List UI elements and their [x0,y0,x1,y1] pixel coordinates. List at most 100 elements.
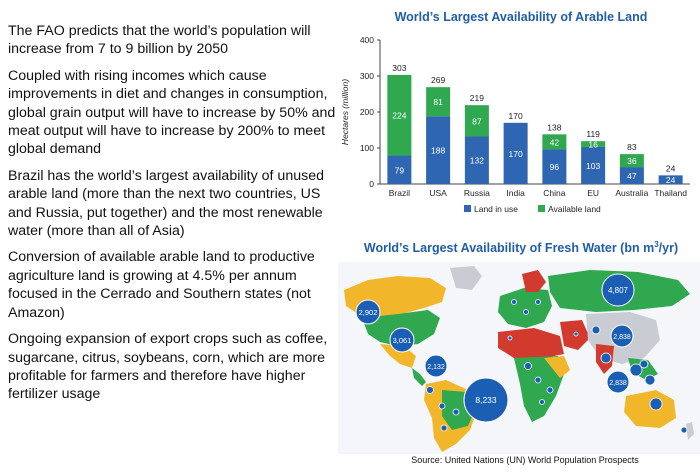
water-dot [452,408,460,416]
water-dot [644,374,656,386]
water-dot [539,399,545,405]
bar-total-label: 24 [666,163,676,173]
bar-available-land [387,74,412,156]
bar-total-label: 83 [627,142,637,152]
bubble-label: 2,902 [359,308,378,317]
water-dot [573,331,579,337]
bar-value-label: 170 [509,149,523,159]
bubble-colombia: 2,132 [424,354,448,378]
bar-total-label: 269 [431,75,445,85]
bar-land-in-use [503,122,528,184]
bubble-circle [424,354,448,378]
australia-shape [624,390,676,428]
bubble-label: 3,061 [393,336,412,345]
new-zealand-shape [686,422,694,440]
bar-value-label: 188 [431,146,445,156]
category-label: India [506,188,525,198]
category-label: USA [429,188,447,198]
water-dot [629,363,643,377]
bar-available-land [619,154,644,168]
water-dot [591,325,601,335]
bullet-demand: Coupled with rising incomes which cause … [8,67,336,158]
central-america-shape [412,368,426,386]
bubble-circle [610,324,634,348]
water-dot [600,352,612,364]
legend-label: Available land [548,204,601,214]
y-tick-label: 400 [360,35,374,45]
bubble-label: 4,807 [608,286,629,295]
bullet-export-crops: Ongoing expansion of export crops such a… [8,331,328,403]
y-axis-label: Hectares (million) [340,79,350,145]
legend-swatch [464,205,471,212]
water-dot [649,397,663,411]
bar-total-label: 119 [586,129,600,139]
bubble-china: 2,838 [610,324,634,348]
bubble-canada: 2,902 [355,299,381,325]
bubble-circle [606,370,630,394]
water-title-sup: 3 [654,240,659,249]
water-dot [511,299,517,305]
bar-value-label: 47 [627,171,637,181]
bar-total-label: 219 [470,93,484,103]
bubble-circle [389,327,415,353]
bar-value-label: 96 [550,162,560,172]
bar-available-land [426,87,451,117]
bubble-russia: 4,807 [601,273,635,307]
bullet-list: The FAO predicts that the world’s popula… [8,22,338,412]
southeast-asia-shape [628,358,658,380]
water-dot [639,359,649,369]
bubble-label: 8,233 [475,395,497,405]
bar-available-land [542,134,567,150]
bar-value-label: 36 [627,156,637,166]
legend-label: Land in use [474,204,518,214]
water-dot [440,424,448,432]
arable-land-bar-chart: 0 100 200 300 400 Hectares (million) 79 224 303 B… [340,35,690,214]
category-label: Russia [464,188,490,198]
bar-total-label: 170 [509,111,523,121]
bubble-circle [355,299,381,325]
bubble-label: 2,838 [609,380,627,387]
bar-value-label: 103 [586,161,600,171]
scandinavia-shape [522,270,546,292]
bullet-brazil-land: Brazil has the world’s largest availabil… [8,167,324,240]
bar-land-in-use [581,146,606,184]
category-label: Brazil [389,188,410,198]
bar-value-label: 42 [550,137,560,147]
y-tick-label: 200 [360,107,374,117]
water-dot [523,309,529,315]
bar-total-label: 303 [392,63,406,73]
bubble-circle [601,273,635,307]
bar-value-label: 81 [433,97,443,107]
water-title-main: World’s Largest Availability of Fresh Wa… [363,241,655,256]
bar-value-label: 16 [588,140,598,150]
category-label: Thailand [654,188,687,198]
category-label: China [543,188,565,198]
bubble-label: 2,838 [613,334,631,341]
water-dot [680,426,688,434]
category-label: EU [587,188,599,198]
bar-land-in-use [426,116,451,184]
bubble-brazil: 8,233 [463,377,509,423]
bar-available-land [581,141,606,147]
category-label: Australia [615,188,648,198]
water-dot [426,386,434,394]
bar-value-label: 24 [666,175,676,185]
bar-land-in-use [387,155,412,184]
bubble-usa: 3,061 [389,327,415,353]
bubble-circle [463,377,509,423]
bar-value-label: 87 [472,116,482,126]
water-dot [438,402,446,410]
water-title-end: /yr) [658,241,679,256]
bubble-indonesia: 2,838 [606,370,630,394]
water-dot [546,386,554,394]
bullet-population: The FAO predicts that the world’s popula… [8,23,311,58]
bullet-conversion: Conversion of available arable land to p… [8,249,315,321]
water-dot [524,362,532,370]
water-map-title: World’s Largest Availability of Fresh Wa… [346,240,696,255]
europe-shape [498,288,552,328]
bar-available-land [464,105,489,137]
source-note: Source: United Nations (UN) World Popula… [411,455,639,465]
africa-east-shape [544,356,570,378]
bar-land-in-use [658,175,683,184]
bar-value-label: 132 [470,156,484,166]
